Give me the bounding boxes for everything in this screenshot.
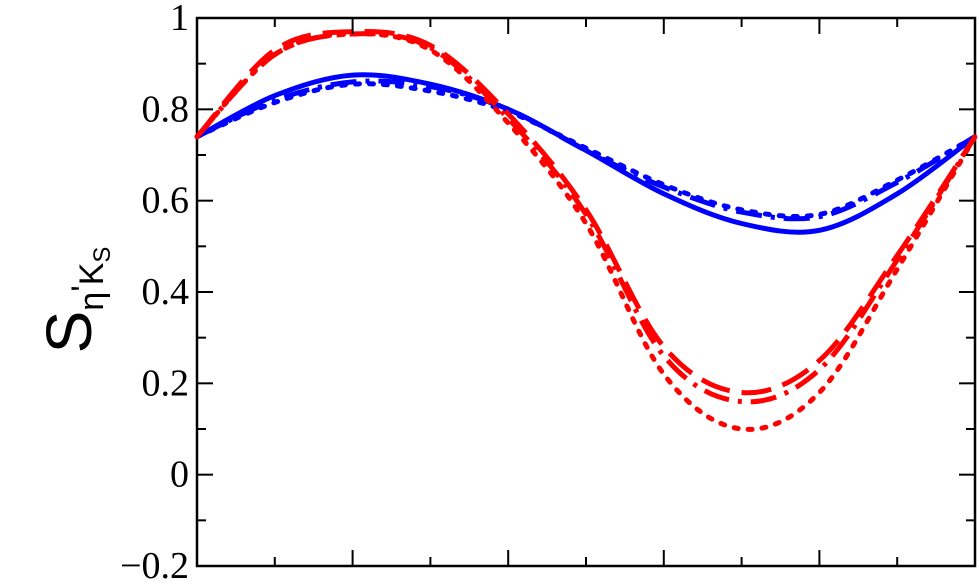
ylabel-k: K (73, 262, 111, 285)
plot-area (195, 16, 977, 568)
x-ticks (273, 18, 899, 566)
y-axis-label: Sη'KS (33, 247, 116, 354)
y-tick-label: 0.4 (142, 271, 190, 313)
ylabel-s-sub: S (89, 247, 116, 263)
y-tick-label: 0.2 (142, 362, 190, 404)
ylabel-prime: ' (65, 285, 103, 292)
series-line-red-dashed (195, 29, 978, 396)
y-tick-label: 0.8 (142, 88, 190, 130)
plot-frame (195, 16, 977, 568)
y-ticks: −0.2 0 0.2 0.4 0.6 0.8 1 (120, 0, 975, 584)
series-line-blue-dotted (194, 81, 978, 219)
y-tick-label: −0.2 (120, 545, 189, 584)
y-tick-label: 0 (170, 454, 189, 496)
series-layer (194, 29, 978, 432)
svg-text:Sη'KS: Sη'KS (33, 247, 116, 354)
ylabel-main: S (33, 311, 105, 354)
ylabel-eta: η (73, 292, 111, 311)
y-tick-label: 1 (170, 0, 189, 39)
series-line-red-dotted (194, 31, 978, 432)
series-line-red-dashdot (195, 31, 978, 405)
y-tick-label: 0.6 (142, 180, 190, 222)
